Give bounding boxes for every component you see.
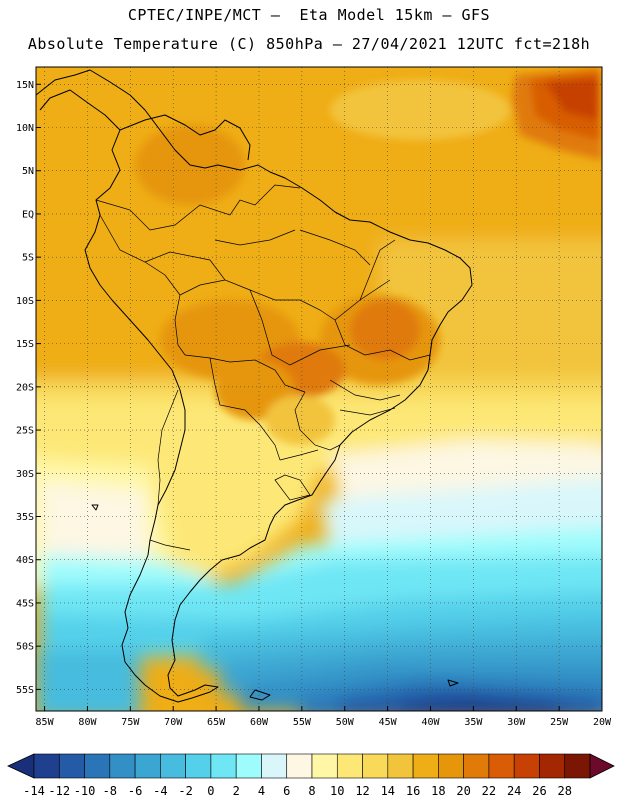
colorbar-swatch <box>84 753 111 779</box>
colorbar-tick-label: 14 <box>381 784 395 798</box>
colorbar-tick-label: -14 <box>23 784 45 798</box>
colorbar-tick-label: 20 <box>456 784 470 798</box>
lat-label: 30S <box>16 469 34 480</box>
colorbar-swatch <box>463 753 490 779</box>
lon-label: 80W <box>78 717 97 728</box>
colorbar-swatch <box>362 753 389 779</box>
colorbar-swatch <box>210 753 237 779</box>
lat-label: 20S <box>16 382 34 393</box>
colorbar-swatch <box>235 753 262 779</box>
colorbar-tick-label: 18 <box>431 784 445 798</box>
lon-label: 30W <box>507 717 526 728</box>
lon-label: 40W <box>421 717 440 728</box>
lon-label: 55W <box>293 717 312 728</box>
lat-label: 45S <box>16 598 34 609</box>
colorbar-tick-label: -2 <box>178 784 192 798</box>
colorbar-tick-label: -8 <box>103 784 117 798</box>
map-frame <box>35 66 603 712</box>
lon-label: 65W <box>207 717 226 728</box>
colorbar-tick-label: 8 <box>308 784 315 798</box>
colorbar-swatch <box>438 753 464 779</box>
lat-label: 10N <box>16 123 34 134</box>
colorbar-tick-label: -4 <box>153 784 167 798</box>
colorbar-swatch <box>336 753 363 779</box>
colorbar-tick-label: -6 <box>128 784 142 798</box>
chart-title-line-2: Absolute Temperature (C) 850hPa – 27/04/… <box>27 35 591 53</box>
colorbar-swatch <box>134 753 161 779</box>
colorbar-swatch <box>539 753 566 779</box>
colorbar-swatch <box>58 753 85 779</box>
lat-label: 5S <box>22 253 34 264</box>
colorbar-arrow-high <box>589 753 615 779</box>
colorbar-tick-label: 26 <box>532 784 546 798</box>
lon-label: 25W <box>550 717 569 728</box>
colorbar-swatch <box>387 753 414 779</box>
colorbar-tick-label: 10 <box>330 784 344 798</box>
colorbar-tick-label: 16 <box>406 784 420 798</box>
colorbar-swatch <box>412 753 439 779</box>
lat-label: 35S <box>16 512 34 523</box>
lat-label: 55S <box>16 685 34 696</box>
colorbar-swatch <box>311 753 338 779</box>
colorbar <box>7 753 615 779</box>
lat-label: 10S <box>16 296 34 307</box>
colorbar-swatch <box>33 753 60 779</box>
colorbar-tick-label: 24 <box>507 784 521 798</box>
colorbar-swatch <box>109 753 136 779</box>
colorbar-swatch <box>513 753 540 779</box>
coastline <box>36 69 473 703</box>
temperature-field <box>36 67 602 711</box>
colorbar-tick-label: 12 <box>355 784 369 798</box>
lat-label: 25S <box>16 426 34 437</box>
country-borders <box>95 184 431 551</box>
lat-label: EQ <box>22 209 34 220</box>
lon-label: 85W <box>36 717 55 728</box>
lon-label: 35W <box>464 717 483 728</box>
colorbar-swatch <box>185 753 212 779</box>
colorbar-swatch <box>160 753 186 779</box>
colorbar-tick-label: 6 <box>283 784 290 798</box>
lon-label: 45W <box>379 717 398 728</box>
colorbar-tick-label: 2 <box>233 784 240 798</box>
lat-label: 40S <box>16 555 34 566</box>
colorbar-tick-label: -12 <box>48 784 70 798</box>
colorbar-swatch <box>488 753 515 779</box>
lat-label: 15N <box>16 80 34 91</box>
lon-label: 70W <box>164 717 183 728</box>
colorbar-swatch <box>564 753 591 779</box>
lat-label: 15S <box>16 339 34 350</box>
lon-label: 75W <box>121 717 140 728</box>
colorbar-swatch <box>261 753 288 779</box>
latitude-labels: 15N 10N 5N EQ 5S 10S 15S 20S 25S 30S 35S 40S 45S 50S 5… <box>16 80 34 696</box>
lon-label: 60W <box>250 717 269 728</box>
colorbar-tick-label: 28 <box>558 784 572 798</box>
colorbar-tick-label: -10 <box>74 784 96 798</box>
longitude-labels: 85W 80W 75W 70W 65W 60W 55W 50W 45W 40W 35W 30W 25W 2… <box>36 717 612 728</box>
colorbar-tick-label: 0 <box>207 784 214 798</box>
chart-title-line-1: CPTEC/INPE/MCT – Eta Model 15km – GFS <box>127 6 491 24</box>
lon-label: 50W <box>336 717 355 728</box>
lon-label: 20W <box>593 717 612 728</box>
lat-label: 5N <box>22 166 34 177</box>
lat-lon-grid <box>36 67 603 711</box>
colorbar-tick-label: 4 <box>258 784 265 798</box>
colorbar-tick-label: 22 <box>482 784 496 798</box>
colorbar-arrow-low <box>7 753 35 779</box>
colorbar-swatch <box>286 753 313 779</box>
colorbar-labels: -14 -12 -10 -8 -6 -4 -2 0 2 4 6 8 10 12 14 16 18 20 22 24 26… <box>23 784 572 798</box>
lat-label: 50S <box>16 642 34 653</box>
